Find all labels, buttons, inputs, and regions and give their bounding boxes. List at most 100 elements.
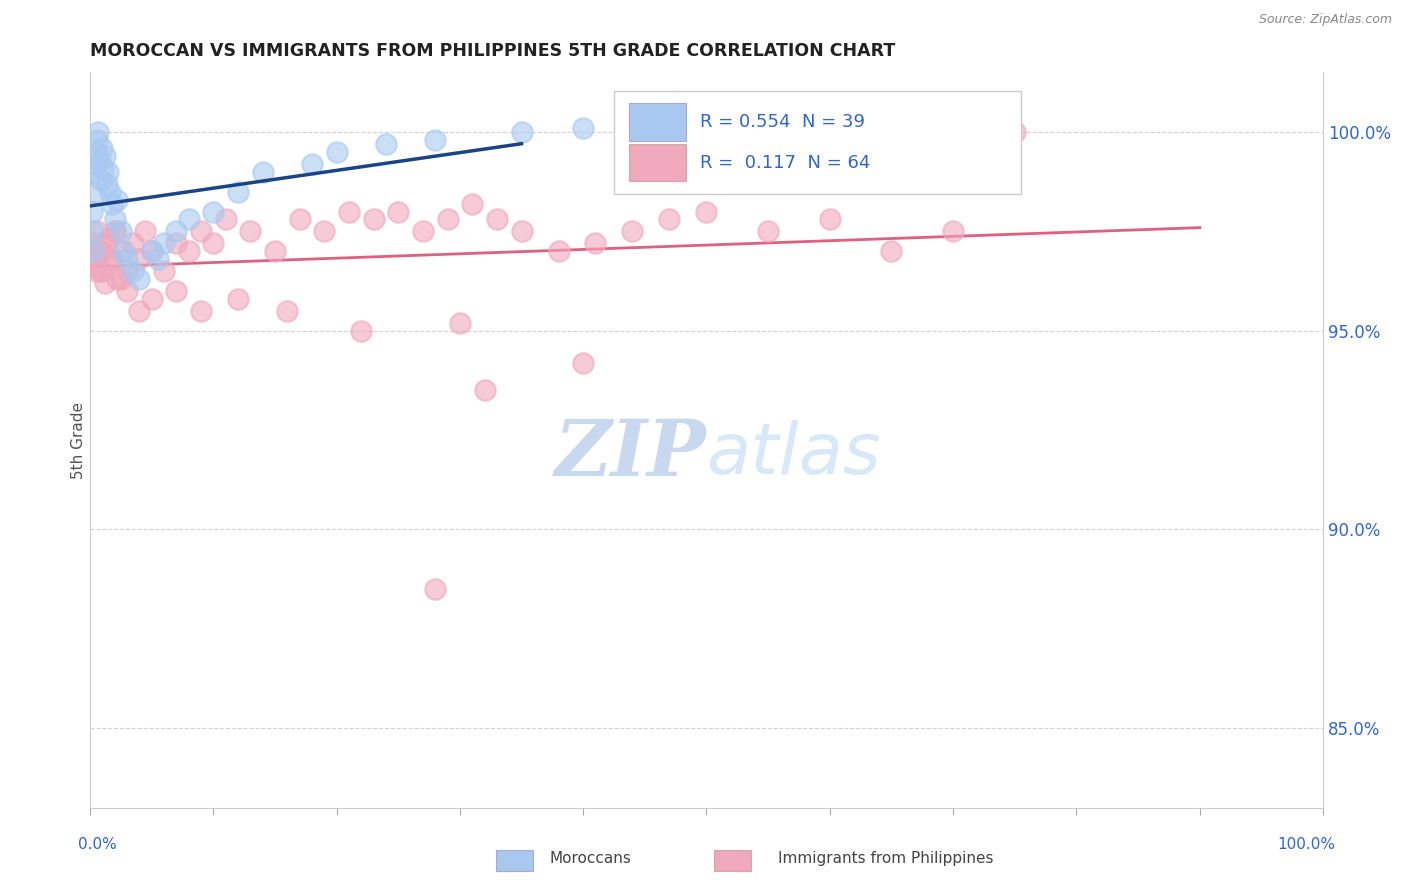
- Point: [122, 236, 145, 251]
- Text: MOROCCAN VS IMMIGRANTS FROM PHILIPPINES 5TH GRADE CORRELATION CHART: MOROCCAN VS IMMIGRANTS FROM PHILIPPINES …: [90, 42, 896, 60]
- Point: [101, 196, 124, 211]
- Point: [485, 212, 508, 227]
- Point: [572, 121, 595, 136]
- Point: [146, 252, 169, 267]
- Text: atlas: atlas: [706, 420, 882, 489]
- Point: [110, 272, 132, 286]
- Point: [86, 133, 108, 147]
- Point: [226, 292, 249, 306]
- Point: [141, 244, 163, 259]
- Point: [98, 252, 121, 267]
- Point: [96, 177, 118, 191]
- Point: [83, 244, 105, 259]
- Point: [153, 236, 176, 251]
- Point: [202, 236, 225, 251]
- Text: 0.0%: 0.0%: [77, 837, 117, 852]
- Point: [128, 272, 150, 286]
- Point: [226, 185, 249, 199]
- FancyBboxPatch shape: [628, 103, 686, 141]
- Point: [103, 212, 125, 227]
- Point: [510, 125, 533, 139]
- Text: R =  0.117  N = 64: R = 0.117 N = 64: [700, 153, 870, 172]
- Point: [547, 244, 569, 259]
- Point: [141, 244, 163, 259]
- Point: [86, 224, 108, 238]
- Point: [90, 172, 112, 186]
- Point: [80, 204, 103, 219]
- Point: [94, 236, 117, 251]
- Point: [350, 324, 373, 338]
- Point: [818, 212, 841, 227]
- Point: [82, 165, 104, 179]
- Point: [105, 193, 128, 207]
- Point: [83, 185, 105, 199]
- Y-axis label: 5th Grade: 5th Grade: [72, 401, 86, 478]
- Point: [177, 212, 200, 227]
- Point: [97, 165, 120, 179]
- Point: [153, 264, 176, 278]
- Text: Immigrants from Philippines: Immigrants from Philippines: [778, 851, 994, 865]
- Point: [412, 224, 434, 238]
- Point: [105, 272, 128, 286]
- Point: [103, 224, 125, 238]
- Point: [89, 153, 111, 167]
- Point: [190, 224, 212, 238]
- Point: [572, 355, 595, 369]
- Point: [89, 264, 111, 278]
- FancyBboxPatch shape: [614, 91, 1021, 194]
- Point: [91, 141, 114, 155]
- Point: [98, 185, 121, 199]
- Point: [942, 224, 965, 238]
- Point: [82, 236, 104, 251]
- Point: [103, 224, 125, 238]
- Point: [115, 252, 138, 267]
- Point: [214, 212, 236, 227]
- Point: [83, 244, 105, 259]
- Point: [93, 276, 115, 290]
- Point: [461, 196, 484, 211]
- Text: Moroccans: Moroccans: [550, 851, 631, 865]
- Point: [165, 236, 187, 251]
- Point: [276, 304, 298, 318]
- Point: [97, 232, 120, 246]
- Point: [425, 582, 447, 596]
- Point: [695, 204, 717, 219]
- Point: [425, 133, 447, 147]
- Point: [301, 157, 323, 171]
- Point: [165, 224, 187, 238]
- Text: Source: ZipAtlas.com: Source: ZipAtlas.com: [1258, 13, 1392, 27]
- Text: ZIP: ZIP: [555, 417, 706, 493]
- Point: [314, 224, 336, 238]
- Point: [84, 264, 107, 278]
- Point: [387, 204, 409, 219]
- Point: [337, 204, 360, 219]
- Point: [190, 304, 212, 318]
- Point: [87, 244, 110, 259]
- Point: [93, 161, 115, 175]
- Point: [288, 212, 311, 227]
- Point: [325, 145, 347, 159]
- Point: [374, 136, 396, 151]
- Point: [83, 252, 105, 267]
- Point: [177, 244, 200, 259]
- Point: [165, 284, 187, 298]
- Point: [585, 236, 607, 251]
- Point: [141, 292, 163, 306]
- Point: [115, 284, 138, 298]
- Point: [128, 304, 150, 318]
- Point: [91, 264, 114, 278]
- Point: [1004, 125, 1026, 139]
- Point: [263, 244, 285, 259]
- Point: [202, 204, 225, 219]
- Point: [363, 212, 385, 227]
- FancyBboxPatch shape: [628, 144, 686, 181]
- Point: [93, 149, 115, 163]
- Point: [252, 165, 274, 179]
- Point: [510, 224, 533, 238]
- Point: [82, 224, 104, 238]
- Point: [474, 384, 496, 398]
- Point: [110, 244, 132, 259]
- Point: [115, 264, 138, 278]
- Point: [449, 316, 471, 330]
- Point: [621, 224, 644, 238]
